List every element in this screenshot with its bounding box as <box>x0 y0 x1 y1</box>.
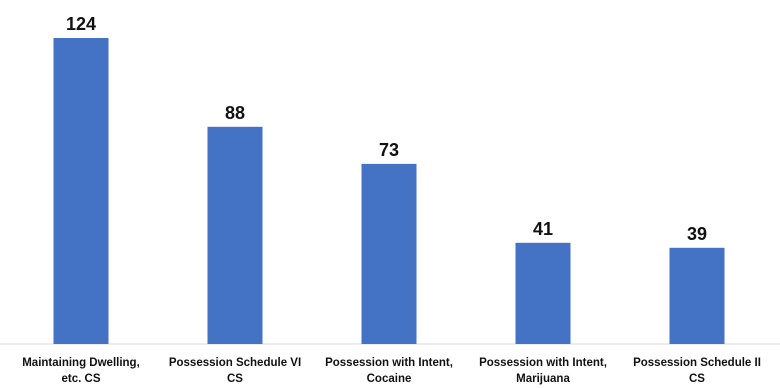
bar <box>53 38 109 344</box>
bar <box>515 242 571 344</box>
bar-value-label: 88 <box>225 103 245 123</box>
category-label: Possession Schedule VI CS <box>169 357 301 385</box>
bar <box>669 247 725 344</box>
bar-value-label: 73 <box>379 140 399 160</box>
bars-group <box>53 38 725 344</box>
category-label: Maintaining Dwelling, etc. CS <box>22 357 140 385</box>
value-labels-group: 124 88 73 41 39 <box>66 14 707 244</box>
bar-value-label: 39 <box>687 224 707 244</box>
bar-value-label: 41 <box>533 219 553 239</box>
bar <box>207 126 263 344</box>
category-labels-group: Maintaining Dwelling, etc. CS Possession S… <box>22 357 761 385</box>
category-label: Possession Schedule II CS <box>633 357 761 385</box>
bar-value-label: 124 <box>66 14 96 34</box>
category-label: Possession with Intent, Marijuana <box>479 357 607 385</box>
category-label: Possession with Intent, Cocaine <box>325 357 453 385</box>
bar <box>361 163 417 344</box>
